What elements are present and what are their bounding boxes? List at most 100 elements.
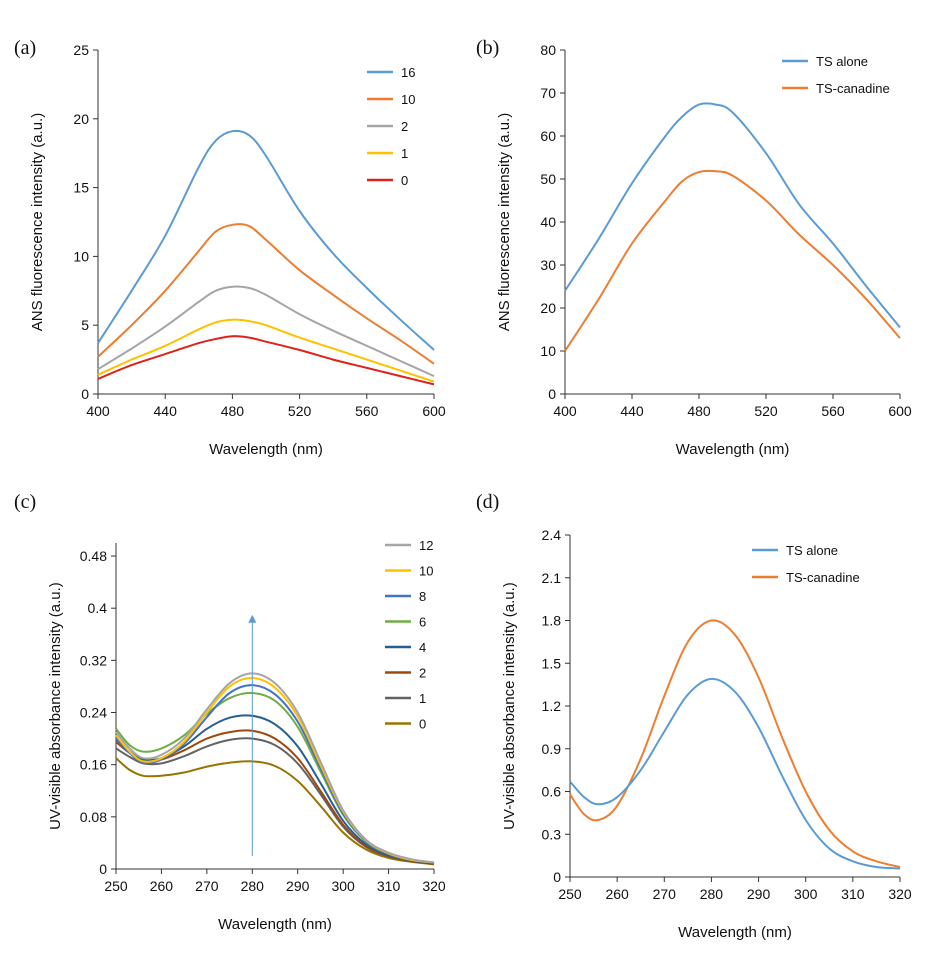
y-tick-label: 0.9 <box>542 741 562 757</box>
series-line-ts-alone <box>569 677 901 870</box>
series-line-2 <box>115 729 435 865</box>
x-tick-label: 300 <box>331 878 355 894</box>
x-tick-label: 560 <box>355 403 379 419</box>
legend-label: TS-canadine <box>816 81 890 96</box>
x-tick-label: 400 <box>553 403 577 419</box>
legend-label: 12 <box>419 538 433 553</box>
series-line-1 <box>97 318 435 383</box>
y-tick-label: 0.4 <box>88 600 108 616</box>
x-tick-label: 270 <box>195 878 219 894</box>
y-tick-label: 0.08 <box>80 809 107 825</box>
series-line-10 <box>115 676 435 864</box>
y-tick-label: 50 <box>540 171 556 187</box>
x-tick-label: 520 <box>754 403 778 419</box>
y-tick-label: 80 <box>540 42 556 58</box>
x-tick-label: 440 <box>154 403 178 419</box>
x-tick-label: 600 <box>422 403 446 419</box>
x-tick-label: 280 <box>241 878 265 894</box>
series-line-4 <box>115 714 435 865</box>
y-tick-label: 25 <box>73 42 89 58</box>
x-tick-label: 250 <box>104 878 128 894</box>
y-axis-label: ANS fluorescence intensity (a.u.) <box>29 113 46 331</box>
legend-label: 0 <box>401 173 408 188</box>
y-tick-label: 20 <box>540 300 556 316</box>
x-tick-label: 280 <box>700 886 724 902</box>
x-tick-label: 300 <box>794 886 818 902</box>
x-tick-label: 600 <box>888 403 912 419</box>
series-line-ts-canadine <box>569 619 901 868</box>
y-tick-label: 1.8 <box>542 613 562 629</box>
chart-panel-b: (b) 0 10 20 30 40 50 60 70 80 400 440 480 520 560 600 Wa… <box>476 37 912 458</box>
y-tick-label: 0.48 <box>80 548 107 564</box>
y-tick-label: 0 <box>548 386 556 402</box>
y-tick-label: 0 <box>553 869 561 885</box>
series-line-6 <box>115 691 435 864</box>
x-tick-label: 250 <box>558 886 582 902</box>
y-tick-label: 20 <box>73 111 89 127</box>
x-tick-label: 310 <box>377 878 401 894</box>
legend-label: 10 <box>419 564 433 579</box>
x-tick-label: 310 <box>841 886 865 902</box>
x-tick-label: 290 <box>286 878 310 894</box>
legend-label: 4 <box>419 640 426 655</box>
x-tick-label: 480 <box>221 403 245 419</box>
x-tick-label: 260 <box>150 878 174 894</box>
y-tick-label: 0.24 <box>80 705 107 721</box>
y-tick-label: 0.3 <box>542 826 562 842</box>
legend-label: 8 <box>419 589 426 604</box>
legend-label: 16 <box>401 65 415 80</box>
legend: TS alone TS-canadine <box>752 543 860 585</box>
series-line-2 <box>97 285 435 378</box>
x-tick-label: 560 <box>821 403 845 419</box>
series-line-0 <box>115 757 435 866</box>
chart-panel-d: (d) 0 0.3 0.6 0.9 1.2 1.5 1.8 2.1 2.4 250 260 270 280… <box>476 491 912 941</box>
x-tick-label: 290 <box>747 886 771 902</box>
y-tick-label: 70 <box>540 85 556 101</box>
x-axis-label: Wavelength (nm) <box>676 441 790 458</box>
legend-label: TS alone <box>786 543 838 558</box>
y-tick-label: 60 <box>540 128 556 144</box>
legend-label: 1 <box>419 691 426 706</box>
x-tick-label: 480 <box>687 403 711 419</box>
y-tick-label: 1.5 <box>542 655 562 671</box>
panel-label: (a) <box>14 37 36 59</box>
series-line-ts-canadine <box>564 169 901 352</box>
legend: TS alone TS-canadine <box>782 54 890 96</box>
x-tick-label: 260 <box>605 886 629 902</box>
y-tick-label: 0.16 <box>80 757 107 773</box>
x-axis-label: Wavelength (nm) <box>218 916 332 933</box>
x-tick-label: 320 <box>888 886 912 902</box>
panel-label: (c) <box>14 491 36 513</box>
legend-label: 10 <box>401 92 415 107</box>
panel-label: (b) <box>476 37 499 59</box>
series-line-16 <box>97 129 435 351</box>
y-tick-label: 0.6 <box>542 784 562 800</box>
legend-label: TS-canadine <box>786 570 860 585</box>
x-axis-label: Wavelength (nm) <box>678 924 792 941</box>
y-tick-label: 10 <box>540 343 556 359</box>
y-tick-label: 40 <box>540 214 556 230</box>
legend-label: 1 <box>401 146 408 161</box>
series-line-0 <box>97 335 435 386</box>
y-axis-label: ANS fluorescence intensity (a.u.) <box>496 113 513 331</box>
x-axis-label: Wavelength (nm) <box>209 441 323 458</box>
x-tick-label: 270 <box>653 886 677 902</box>
legend-label: 0 <box>419 717 426 732</box>
x-tick-label: 440 <box>620 403 644 419</box>
y-tick-label: 2.1 <box>542 570 562 586</box>
y-tick-label: 15 <box>73 180 89 196</box>
arrow-head-icon <box>248 614 257 623</box>
series-line-12 <box>115 672 435 864</box>
panel-label: (d) <box>476 491 499 513</box>
legend-label: TS alone <box>816 54 868 69</box>
legend-label: 2 <box>419 666 426 681</box>
y-tick-label: 0 <box>99 861 107 877</box>
x-tick-label: 320 <box>422 878 446 894</box>
y-tick-label: 0.32 <box>80 652 107 668</box>
y-tick-label: 0 <box>81 386 89 402</box>
